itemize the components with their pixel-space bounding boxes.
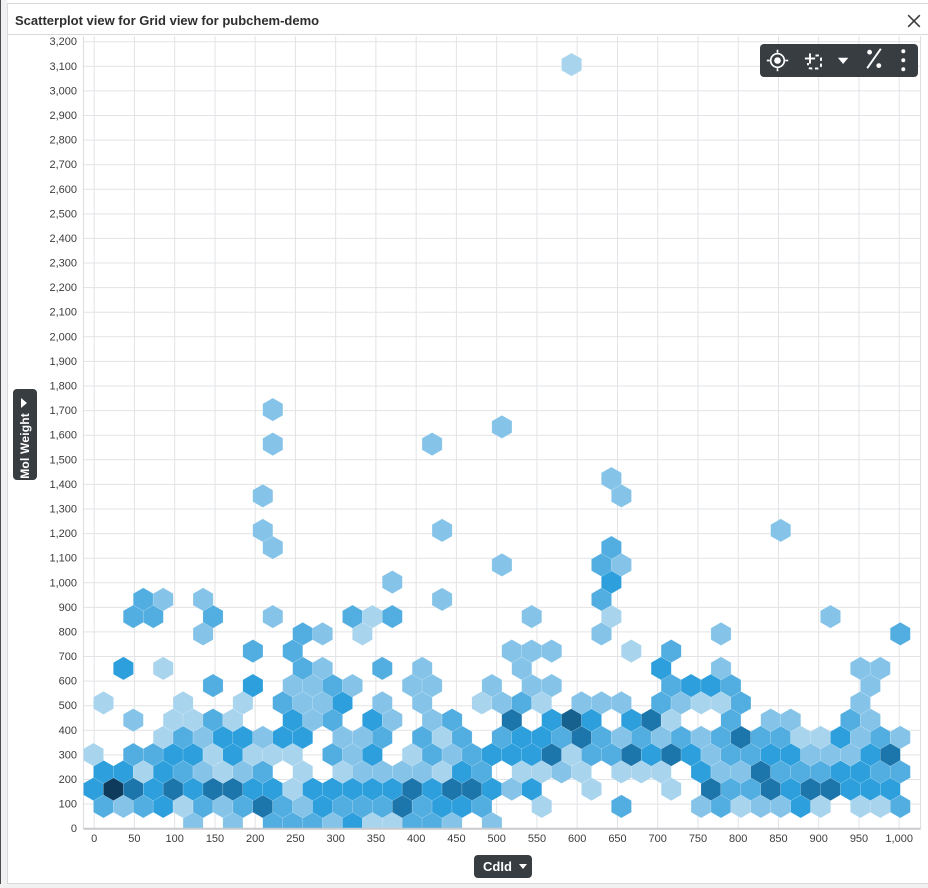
- svg-text:2,200: 2,200: [49, 282, 77, 294]
- svg-text:350: 350: [367, 833, 385, 845]
- svg-text:500: 500: [59, 700, 77, 712]
- svg-text:1,700: 1,700: [49, 405, 77, 417]
- svg-text:3,200: 3,200: [49, 36, 77, 48]
- svg-text:2,400: 2,400: [49, 233, 77, 245]
- svg-text:500: 500: [488, 833, 506, 845]
- svg-text:2,600: 2,600: [49, 184, 77, 196]
- svg-text:900: 900: [59, 602, 77, 614]
- svg-text:2,700: 2,700: [49, 159, 77, 171]
- svg-text:100: 100: [166, 833, 184, 845]
- svg-text:1,900: 1,900: [49, 356, 77, 368]
- svg-text:1,100: 1,100: [49, 553, 77, 565]
- svg-text:650: 650: [608, 833, 626, 845]
- svg-text:150: 150: [206, 833, 224, 845]
- svg-text:1,000: 1,000: [49, 577, 77, 589]
- svg-text:1,600: 1,600: [49, 430, 77, 442]
- svg-text:950: 950: [850, 833, 868, 845]
- svg-text:0: 0: [91, 833, 97, 845]
- svg-text:750: 750: [689, 833, 707, 845]
- svg-text:1,400: 1,400: [49, 479, 77, 491]
- svg-text:300: 300: [59, 749, 77, 761]
- svg-text:700: 700: [649, 833, 667, 845]
- svg-text:3,100: 3,100: [49, 61, 77, 73]
- svg-text:400: 400: [407, 833, 425, 845]
- svg-text:200: 200: [59, 774, 77, 786]
- svg-text:200: 200: [246, 833, 264, 845]
- svg-text:2,300: 2,300: [49, 258, 77, 270]
- svg-text:800: 800: [59, 626, 77, 638]
- svg-text:600: 600: [59, 676, 77, 688]
- svg-text:50: 50: [128, 833, 140, 845]
- svg-text:100: 100: [59, 799, 77, 811]
- svg-text:2,000: 2,000: [49, 331, 77, 343]
- svg-text:2,900: 2,900: [49, 110, 77, 122]
- svg-text:2,100: 2,100: [49, 307, 77, 319]
- svg-text:2,800: 2,800: [49, 135, 77, 147]
- svg-text:2,500: 2,500: [49, 208, 77, 220]
- svg-text:450: 450: [447, 833, 465, 845]
- svg-text:900: 900: [810, 833, 828, 845]
- svg-text:700: 700: [59, 651, 77, 663]
- svg-text:850: 850: [769, 833, 787, 845]
- svg-text:300: 300: [327, 833, 345, 845]
- svg-text:1,000: 1,000: [885, 833, 913, 845]
- svg-text:550: 550: [528, 833, 546, 845]
- svg-text:600: 600: [568, 833, 586, 845]
- svg-text:400: 400: [59, 725, 77, 737]
- svg-text:1,200: 1,200: [49, 528, 77, 540]
- svg-text:250: 250: [286, 833, 304, 845]
- svg-text:1,500: 1,500: [49, 454, 77, 466]
- svg-text:3,000: 3,000: [49, 85, 77, 97]
- svg-text:0: 0: [71, 823, 77, 835]
- svg-text:1,300: 1,300: [49, 504, 77, 516]
- svg-text:1,800: 1,800: [49, 381, 77, 393]
- svg-text:800: 800: [729, 833, 747, 845]
